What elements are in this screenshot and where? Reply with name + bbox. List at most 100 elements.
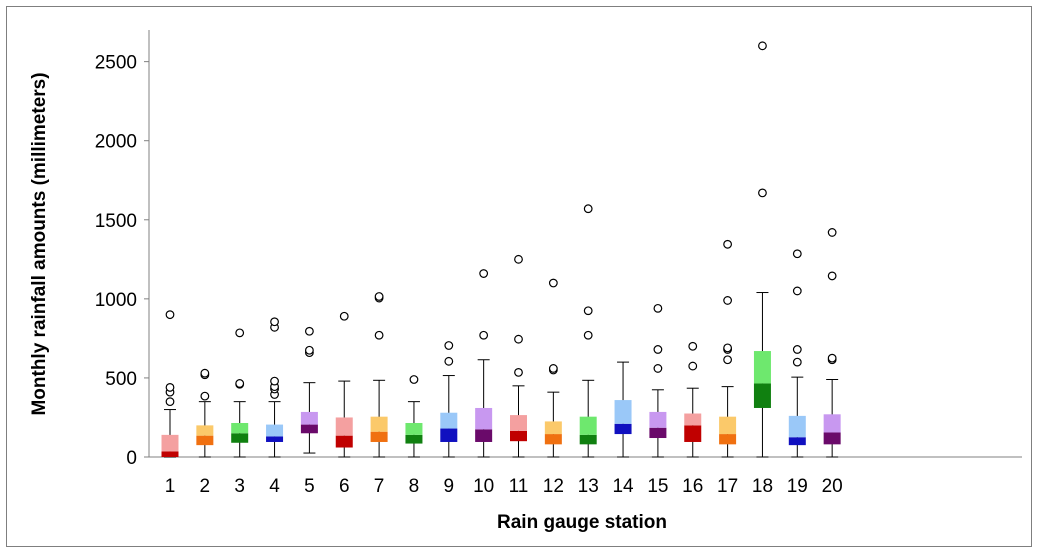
box-upper-station-3: [231, 422, 249, 434]
box-lower-station-5: [300, 424, 318, 434]
box-lower-station-15: [649, 427, 667, 439]
box-upper-station-14: [614, 400, 632, 424]
box-lower-station-8: [405, 434, 423, 444]
box-station-10: [475, 269, 493, 458]
outlier-station-18-1: [758, 41, 767, 51]
box-upper-station-6: [335, 417, 353, 436]
x-tick-label-20: 20: [822, 476, 843, 497]
y-tick-label-0: 0: [126, 448, 137, 469]
box-lower-station-20: [823, 432, 841, 445]
x-tick-label-3: 3: [234, 476, 245, 497]
box-lower-station-11: [510, 430, 527, 442]
x-tick-label-17: 17: [717, 476, 738, 497]
box-upper-station-17: [719, 416, 737, 435]
x-tick-label-12: 12: [543, 476, 564, 497]
box-lower-station-19: [788, 437, 806, 446]
outlier-station-13-2: [583, 204, 593, 214]
box-station-8: [405, 375, 423, 458]
box-lower-station-14: [614, 423, 632, 435]
box-lower-station-4: [266, 436, 284, 442]
outlier-station-19-1: [792, 345, 802, 354]
outlier-station-10-1: [479, 269, 489, 278]
y-tick-label-500: 500: [105, 369, 137, 390]
box-station-6: [335, 311, 353, 458]
outlier-station-19-3: [792, 249, 802, 259]
outlier-station-17-3: [723, 296, 732, 305]
outlier-station-1-2: [165, 383, 175, 392]
box-station-12: [544, 278, 562, 458]
box-lower-station-3: [231, 433, 249, 443]
box-lower-station-6: [335, 435, 353, 448]
x-tick-label-19: 19: [787, 476, 808, 497]
outlier-station-13-0: [583, 330, 593, 340]
outlier-station-20-1: [827, 353, 837, 363]
box-station-11: [510, 254, 527, 458]
outlier-station-18-0: [758, 188, 767, 198]
box-upper-station-15: [649, 411, 667, 428]
outlier-station-8-0: [409, 375, 419, 384]
box-station-18: [753, 41, 771, 458]
x-tick-label-5: 5: [304, 476, 315, 497]
outlier-station-11-0: [514, 367, 523, 377]
box-upper-station-12: [544, 421, 562, 435]
box-upper-station-8: [405, 422, 423, 435]
outlier-station-19-0: [792, 357, 802, 367]
outlier-station-11-2: [514, 254, 523, 264]
x-tick-label-10: 10: [473, 476, 494, 497]
outlier-station-5-1: [305, 345, 314, 355]
box-upper-station-20: [823, 414, 841, 433]
outlier-station-4-3: [270, 376, 279, 386]
box-lower-station-17: [719, 434, 737, 445]
box-upper-station-16: [684, 413, 702, 426]
box-upper-station-4: [266, 424, 284, 437]
outlier-station-1-3: [165, 310, 175, 320]
y-axis-title: Monthly rainfall amounts (millimeters): [29, 72, 50, 415]
box-station-4: [266, 317, 284, 458]
outlier-station-5-2: [305, 326, 314, 336]
box-station-3: [231, 328, 249, 458]
box-station-5: [300, 326, 318, 454]
box-station-7: [370, 292, 388, 458]
box-upper-station-18: [753, 351, 771, 384]
outlier-station-20-2: [827, 271, 837, 281]
outlier-station-1-0: [165, 397, 175, 407]
box-station-20: [823, 228, 841, 458]
outlier-station-17-4: [723, 239, 732, 249]
box-upper-station-7: [370, 416, 388, 432]
outlier-station-16-0: [688, 361, 698, 371]
box-lower-station-12: [544, 434, 562, 445]
boxes: [161, 41, 841, 458]
outlier-station-9-0: [444, 356, 454, 366]
box-station-14: [614, 361, 632, 458]
x-tick-label-18: 18: [752, 476, 773, 497]
outlier-station-7-2: [374, 292, 384, 301]
outlier-station-19-2: [792, 286, 802, 296]
x-tick-label-9: 9: [444, 476, 455, 497]
x-tick-label-14: 14: [612, 476, 634, 497]
box-upper-station-10: [475, 407, 493, 430]
box-station-15: [649, 303, 667, 458]
x-tick-label-15: 15: [647, 476, 668, 497]
box-lower-station-18: [753, 383, 771, 408]
y-tick-label-1000: 1000: [95, 290, 137, 311]
box-upper-station-11: [510, 415, 527, 431]
box-station-16: [684, 341, 702, 458]
box-lower-station-9: [440, 428, 458, 442]
outlier-station-3-2: [235, 328, 245, 338]
y-tick-label-2000: 2000: [95, 132, 137, 153]
box-lower-station-2: [196, 435, 214, 446]
box-station-17: [719, 239, 737, 458]
outlier-station-4-5: [270, 317, 279, 327]
x-tick-label-7: 7: [374, 476, 385, 497]
outlier-station-10-0: [479, 330, 489, 340]
outlier-station-20-3: [827, 228, 837, 237]
outlier-station-17-0: [723, 355, 732, 365]
outlier-station-11-1: [514, 334, 523, 344]
x-tick-label-8: 8: [409, 476, 420, 497]
box-upper-station-19: [788, 415, 806, 438]
x-tick-label-2: 2: [200, 476, 211, 497]
box-lower-station-10: [475, 429, 493, 442]
outlier-station-12-1: [548, 364, 558, 373]
y-tick-label-1500: 1500: [95, 211, 137, 232]
y-tick-label-2500: 2500: [95, 53, 137, 74]
